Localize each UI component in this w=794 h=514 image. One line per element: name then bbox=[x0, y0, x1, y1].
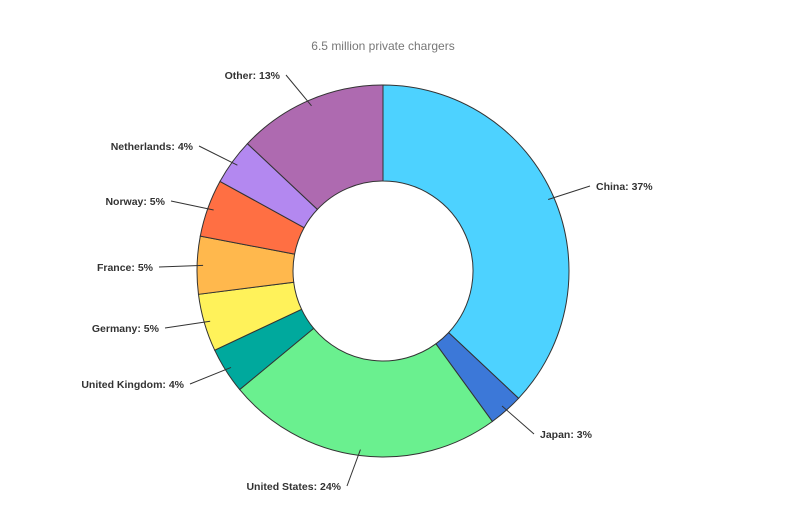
slice-label-united-kingdom: United Kingdom: 4% bbox=[81, 379, 184, 391]
leader-line-germany bbox=[164, 320, 211, 329]
leader-line-united-states bbox=[346, 449, 361, 487]
leader-line-other bbox=[285, 74, 312, 107]
leader-line-norway bbox=[170, 200, 214, 211]
leader-line-united-kingdom bbox=[189, 366, 232, 385]
leader-line-japan bbox=[501, 405, 535, 435]
slice-label-netherlands: Netherlands: 4% bbox=[111, 141, 194, 153]
slices-group bbox=[196, 84, 570, 458]
chart-title: 6.5 million private chargers bbox=[311, 39, 454, 53]
leader-line-france bbox=[158, 264, 204, 268]
leader-line-netherlands bbox=[198, 145, 238, 166]
slice-label-united-states: United States: 24% bbox=[246, 481, 341, 493]
slice-united-states bbox=[238, 327, 494, 458]
slice-label-norway: Norway: 5% bbox=[105, 196, 165, 208]
leader-lines bbox=[158, 74, 591, 487]
slice-label-other: Other: 13% bbox=[225, 70, 281, 82]
slice-label-france: France: 5% bbox=[97, 262, 154, 274]
slice-other bbox=[246, 84, 384, 211]
slice-label-germany: Germany: 5% bbox=[92, 323, 160, 335]
slice-china bbox=[382, 84, 570, 400]
slice-labels: China: 37% Japan: 3% United States: 24% Uni… bbox=[81, 70, 653, 493]
leader-line-china bbox=[548, 185, 591, 200]
slice-label-china: China: 37% bbox=[596, 181, 653, 193]
slice-label-japan: Japan: 3% bbox=[540, 429, 593, 441]
